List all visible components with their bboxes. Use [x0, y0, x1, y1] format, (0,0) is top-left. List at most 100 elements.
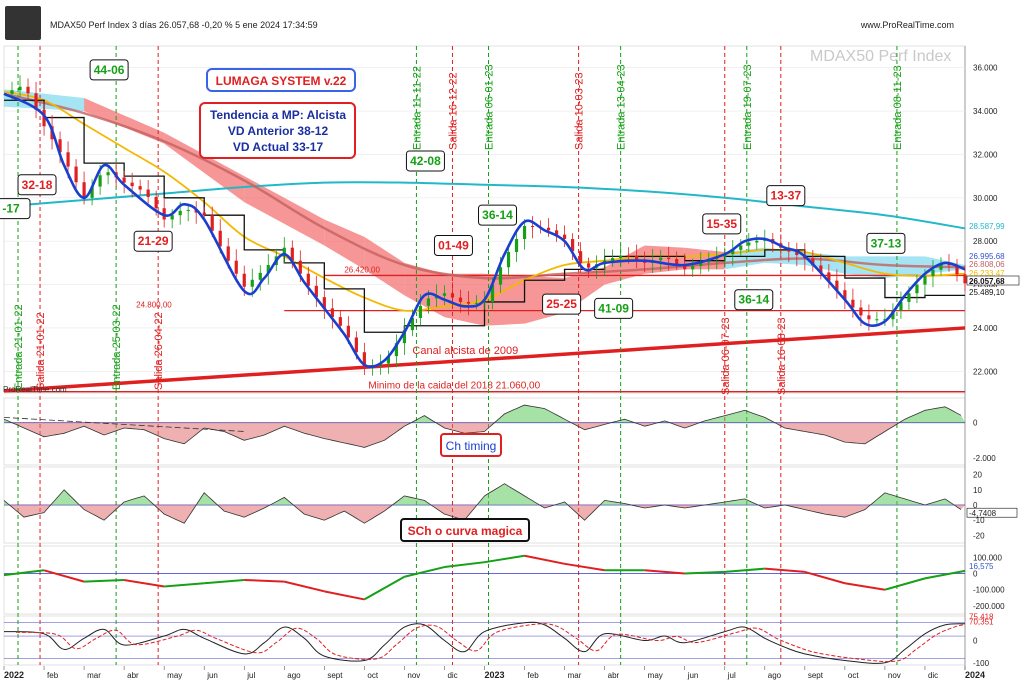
score-badge-label: 01-49	[438, 239, 469, 253]
cci-segment	[204, 579, 245, 585]
candle	[330, 298, 334, 329]
cci-segment	[644, 569, 685, 575]
candle	[362, 342, 366, 375]
candle	[835, 269, 839, 299]
candle-body	[34, 93, 38, 110]
candle	[522, 219, 527, 250]
candle-body	[482, 301, 487, 303]
score-badge-label: 25-25	[546, 297, 577, 311]
ch-timing-label: Ch timing	[446, 439, 497, 453]
candle-body	[138, 186, 142, 190]
candle-body	[450, 293, 455, 298]
signal-label: Salida 10-03-23	[574, 72, 586, 150]
candle-body	[298, 260, 302, 274]
sch-positive-area	[4, 483, 965, 505]
candle	[74, 159, 78, 189]
cci-current-bg	[967, 560, 1007, 570]
candle-body	[74, 166, 78, 183]
candle-body	[474, 302, 479, 304]
provider-label: ProRealTime.com	[3, 385, 67, 394]
candlestick-logo-icon	[5, 6, 41, 40]
x-tick-label: sept	[327, 671, 343, 680]
candle-body	[819, 265, 823, 273]
stoch-line	[3, 621, 966, 664]
candle-body	[106, 172, 110, 176]
ichimoku-cloud-segment	[844, 256, 885, 279]
candle-body	[907, 293, 911, 302]
candle-body	[466, 301, 471, 304]
signal-label: Entrada 25-03-22	[111, 304, 123, 390]
score-badge-box	[17, 174, 57, 196]
candle	[306, 266, 310, 295]
candle	[122, 170, 126, 194]
candle	[611, 249, 615, 267]
sch-label: SCh o curva magica	[408, 524, 523, 538]
candle	[675, 251, 679, 271]
score-badge-label: -17	[2, 202, 20, 216]
trend-box-line: VD Anterior 38-12	[228, 124, 329, 138]
score-badge-label: 41-09	[598, 301, 629, 315]
price-tag	[967, 268, 1019, 277]
candle	[875, 311, 879, 326]
candle-body	[699, 262, 703, 266]
candle	[530, 216, 535, 239]
candle	[322, 290, 326, 320]
x-tick-label: abr	[608, 671, 620, 680]
cci-current-label: 16,575	[969, 562, 994, 571]
score-badge-label: 42-08	[410, 154, 441, 168]
cci-segment	[404, 566, 445, 578]
candle-body	[506, 252, 511, 268]
cci-segment	[164, 582, 205, 588]
candle-body	[130, 182, 134, 187]
candle-body	[522, 226, 527, 240]
candle-body	[226, 246, 230, 261]
candle	[691, 258, 695, 277]
candle-body	[683, 264, 687, 270]
cci-segment	[884, 577, 926, 591]
signal-label: Entrada 13-04-23	[616, 64, 628, 150]
candle-body	[346, 325, 350, 338]
score-badge-box	[133, 230, 173, 252]
ichimoku-cloud-segment	[444, 273, 485, 326]
score-badge-box	[89, 59, 129, 81]
candle-body	[66, 152, 70, 167]
y-tick-label: 0	[973, 637, 978, 646]
price-tag-bg	[967, 221, 1019, 230]
trend-dash	[3, 416, 245, 432]
score-badge-label: 21-29	[138, 234, 169, 248]
y-tick-label: 10	[973, 486, 982, 495]
candle-body	[306, 273, 310, 286]
candle-body	[90, 186, 94, 198]
candle-body	[899, 301, 903, 311]
candle-body	[218, 230, 222, 247]
candle-body	[242, 273, 246, 287]
candle-body	[859, 307, 863, 316]
candle	[955, 259, 959, 282]
y-tick-label: 34.000	[973, 107, 998, 116]
stoch-signal-label: 70,351	[969, 617, 994, 626]
price-tag-bg	[967, 251, 1019, 260]
ichimoku-cloud-segment	[804, 252, 845, 274]
x-tick-label: jul	[727, 671, 736, 680]
x-tick-label: mar	[568, 671, 582, 680]
score-badge-label: 15-35	[706, 217, 737, 231]
y-tick-label: 28.000	[973, 237, 998, 246]
candle-body	[386, 356, 390, 364]
support-level-label: 24.800,00	[136, 301, 172, 310]
candle-body	[202, 212, 206, 216]
candle-body	[755, 240, 759, 243]
ichimoku-cloud-segment	[924, 256, 965, 274]
x-tick-label: may	[648, 671, 663, 680]
ichimoku-cloud-segment	[404, 262, 445, 318]
candle-body	[18, 86, 22, 91]
site-link[interactable]: www.ProRealTime.com	[860, 20, 954, 30]
score-badge-label: 36-14	[482, 208, 513, 222]
candle-body	[867, 315, 871, 320]
x-tick-label: oct	[367, 671, 378, 680]
score-badge-box	[734, 289, 774, 311]
channel-line	[3, 326, 966, 393]
x-tick-label: jun	[206, 671, 218, 680]
candle	[827, 264, 831, 289]
candle	[843, 282, 847, 310]
